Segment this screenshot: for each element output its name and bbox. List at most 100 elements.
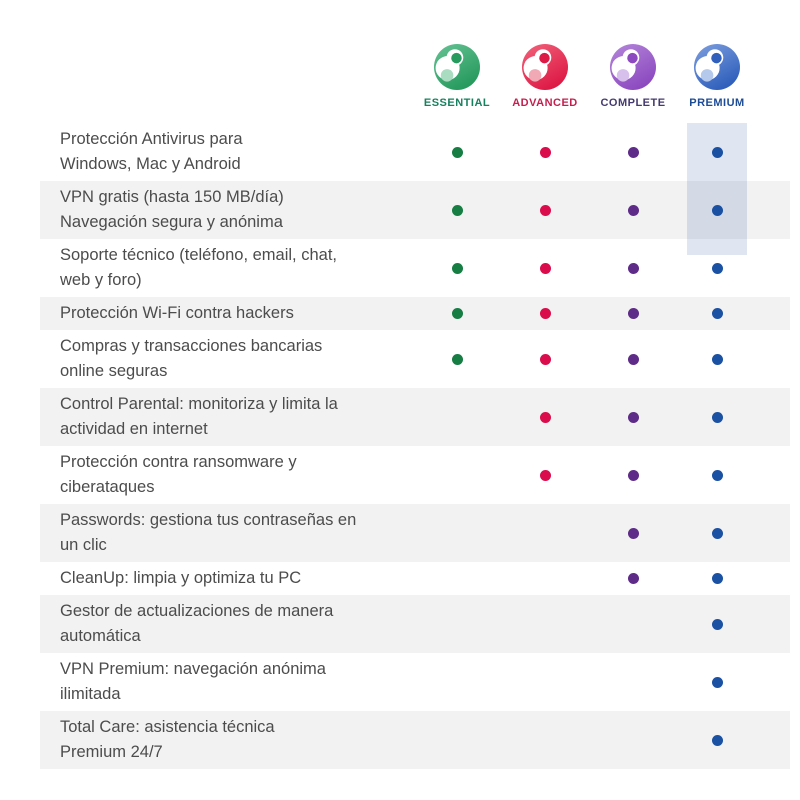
- included-dot-essential: [451, 146, 463, 158]
- feature-label: Protección Wi-Fi contra hackers: [60, 304, 294, 322]
- feature-row: Passwords: gestiona tus contraseñas en u…: [40, 504, 790, 562]
- included-dot-complete: [627, 527, 639, 539]
- feature-label: Total Care: asistencia técnica Premium 2…: [60, 718, 275, 761]
- plan-column-essential: ESSENTIAL: [413, 44, 501, 109]
- feature-row: Gestor de actualizaciones de manera auto…: [40, 595, 790, 653]
- plan-cell-complete: [589, 653, 677, 711]
- feature-row: Protección contra ransomware y ciberataq…: [40, 446, 790, 504]
- feature-table: Protección Antivirus para Windows, Mac y…: [40, 123, 790, 769]
- plan-cell-premium: [677, 562, 757, 595]
- feature-row: VPN Premium: navegación anónima ilimitad…: [40, 653, 790, 711]
- plan-cell-complete: [589, 595, 677, 653]
- feature-row: Soporte técnico (teléfono, email, chat, …: [40, 239, 790, 297]
- plan-cell-essential: [413, 330, 501, 388]
- included-dot-premium: [711, 527, 723, 539]
- plan-cell-essential: [413, 388, 501, 446]
- feature-row: Total Care: asistencia técnica Premium 2…: [40, 711, 790, 769]
- plan-cell-essential: [413, 653, 501, 711]
- plan-cell-essential: [413, 562, 501, 595]
- panda-logo-complete-icon: [610, 44, 656, 90]
- plan-cell-complete: [589, 388, 677, 446]
- included-dot-advanced: [539, 353, 551, 365]
- panda-logo-premium-icon: [694, 44, 740, 90]
- plan-cell-essential: [413, 181, 501, 239]
- plan-cell-premium: [677, 123, 757, 181]
- plan-cell-premium: [677, 595, 757, 653]
- plan-cell-complete: [589, 297, 677, 330]
- plan-cell-advanced: [501, 388, 589, 446]
- plan-cell-advanced: [501, 330, 589, 388]
- plan-cell-premium: [677, 239, 757, 297]
- included-dot-premium: [711, 573, 723, 584]
- plan-cell-premium: [677, 388, 757, 446]
- plan-cell-essential: [413, 446, 501, 504]
- plan-cell-premium: [677, 330, 757, 388]
- included-dot-premium: [711, 618, 723, 630]
- plan-column-advanced: ADVANCED: [501, 44, 589, 109]
- plan-cell-complete: [589, 504, 677, 562]
- included-dot-premium: [711, 262, 723, 274]
- plan-cell-complete: [589, 330, 677, 388]
- plan-label-advanced: ADVANCED: [512, 97, 578, 109]
- plan-cell-essential: [413, 239, 501, 297]
- plan-cell-essential: [413, 711, 501, 769]
- feature-label: Passwords: gestiona tus contraseñas en u…: [60, 511, 357, 554]
- included-dot-premium: [711, 353, 723, 365]
- panda-logo-essential-icon: [434, 44, 480, 90]
- included-dot-complete: [627, 146, 639, 158]
- plan-label-premium: PREMIUM: [689, 97, 745, 109]
- plan-header-row: ESSENTIAL ADVANCED COMPLETE PREMIUM: [40, 44, 790, 109]
- included-dot-premium: [711, 204, 723, 216]
- plan-cell-advanced: [501, 239, 589, 297]
- plan-cell-advanced: [501, 562, 589, 595]
- feature-label: Compras y transacciones bancarias online…: [60, 337, 323, 380]
- plan-cell-complete: [589, 562, 677, 595]
- feature-label: Gestor de actualizaciones de manera auto…: [60, 602, 334, 645]
- plan-cell-premium: [677, 181, 757, 239]
- included-dot-complete: [627, 204, 639, 216]
- plan-cell-essential: [413, 504, 501, 562]
- included-dot-complete: [627, 262, 639, 274]
- included-dot-complete: [627, 573, 639, 584]
- plan-label-complete: COMPLETE: [600, 97, 666, 109]
- plan-cell-complete: [589, 711, 677, 769]
- feature-row: CleanUp: limpia y optimiza tu PC: [40, 562, 790, 595]
- plan-cell-complete: [589, 239, 677, 297]
- included-dot-advanced: [539, 469, 551, 481]
- included-dot-complete: [627, 353, 639, 365]
- included-dot-essential: [451, 353, 463, 365]
- plan-column-complete: COMPLETE: [589, 44, 677, 109]
- included-dot-premium: [711, 308, 723, 319]
- feature-label: VPN gratis (hasta 150 MB/día) Navegación…: [60, 188, 284, 231]
- plan-cell-essential: [413, 297, 501, 330]
- plan-cell-advanced: [501, 297, 589, 330]
- plan-cell-premium: [677, 446, 757, 504]
- included-dot-advanced: [539, 262, 551, 274]
- included-dot-essential: [451, 262, 463, 274]
- included-dot-complete: [627, 469, 639, 481]
- plan-cell-premium: [677, 653, 757, 711]
- feature-row: Protección Antivirus para Windows, Mac y…: [40, 123, 790, 181]
- included-dot-complete: [627, 411, 639, 423]
- plan-cell-complete: [589, 123, 677, 181]
- included-dot-premium: [711, 734, 723, 746]
- plan-cell-advanced: [501, 123, 589, 181]
- feature-label: CleanUp: limpia y optimiza tu PC: [60, 569, 302, 587]
- included-dot-premium: [711, 469, 723, 481]
- plan-cell-advanced: [501, 181, 589, 239]
- plan-label-essential: ESSENTIAL: [423, 97, 491, 109]
- plan-cell-premium: [677, 504, 757, 562]
- feature-label: Soporte técnico (teléfono, email, chat, …: [60, 246, 337, 289]
- included-dot-advanced: [539, 411, 551, 423]
- included-dot-advanced: [539, 146, 551, 158]
- plan-cell-essential: [413, 595, 501, 653]
- feature-row: Compras y transacciones bancarias online…: [40, 330, 790, 388]
- plan-cell-advanced: [501, 446, 589, 504]
- panda-logo-advanced-icon: [522, 44, 568, 90]
- included-dot-essential: [451, 204, 463, 216]
- plan-cell-advanced: [501, 653, 589, 711]
- feature-label: Control Parental: monitoriza y limita la…: [60, 395, 338, 438]
- plan-cell-advanced: [501, 595, 589, 653]
- included-dot-advanced: [539, 204, 551, 216]
